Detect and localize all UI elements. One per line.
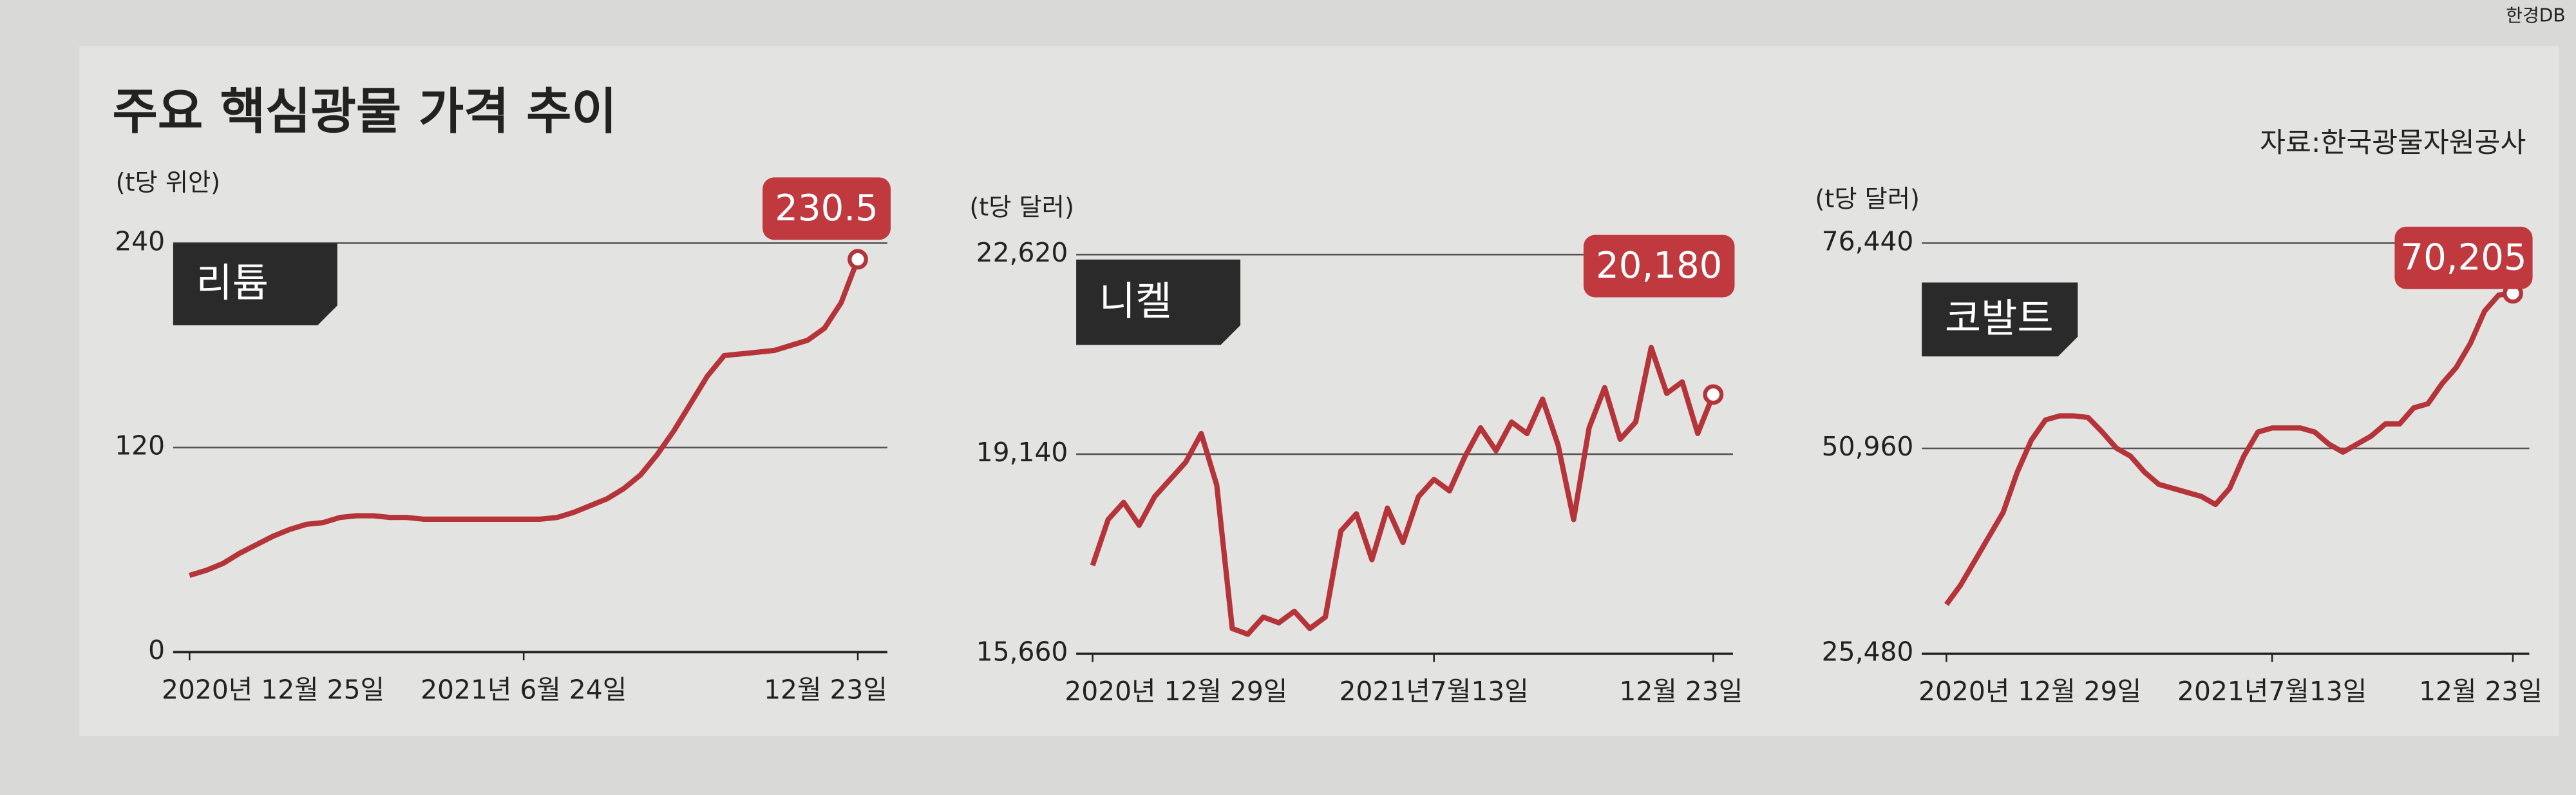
y-tick-label: 22,620 [976,237,1068,268]
value-label-box [1583,235,1735,298]
series-name: 코발트 [1945,296,2054,341]
series-name-box [1922,282,2078,357]
value-label-box [762,177,891,240]
x-tick-label: 2021년7월13일 [1340,676,1529,707]
y-tick-label: 120 [115,430,165,461]
series-name: 니켈 [1099,278,1172,324]
end-marker [1703,384,1724,405]
x-tick-label: 2021년 6월 24일 [421,674,627,705]
x-tick-label: 12월 23일 [1619,676,1743,707]
y-tick-label: 0 [148,635,165,666]
series-name-box [1076,259,1241,345]
price-line [189,258,860,579]
panel [79,46,2559,736]
y-tick-label: 76,440 [1822,225,1914,256]
value-label-box [2394,226,2533,289]
series-name-box [173,243,337,325]
y-axis-label: (t당 위안) [116,169,221,197]
x-tick-label: 2020년 12월 25일 [162,674,384,705]
value-label: 70,205 [2400,236,2526,278]
x-tick-label: 2020년 12월 29일 [1918,676,2141,707]
y-tick-label: 19,140 [976,437,1068,468]
y-tick-label: 25,480 [1822,637,1914,667]
x-tick-label: 2020년 12월 29일 [1065,676,1287,707]
y-axis-label: (t당 달러) [1815,186,1920,214]
y-tick-label: 50,960 [1822,431,1914,462]
y-tick-label: 15,660 [976,637,1068,667]
end-marker [848,249,868,270]
x-tick-label: 2021년7월13일 [2177,676,2367,707]
y-tick-label: 240 [115,225,165,256]
value-label: 230.5 [775,187,878,229]
source: 자료:한국광물자원공사 [2260,127,2526,159]
price-line [1090,345,1716,637]
credit: 한경DB [2506,5,2565,26]
x-tick-label: 12월 23일 [764,674,887,705]
x-tick-label: 12월 23일 [2419,676,2543,707]
figure-title: 주요 핵심광물 가격 추이 [112,83,616,140]
price-line [1944,291,2514,606]
y-axis-label: (t당 달러) [969,193,1074,222]
value-label: 20,180 [1596,245,1722,287]
series-name: 리튬 [196,260,269,306]
